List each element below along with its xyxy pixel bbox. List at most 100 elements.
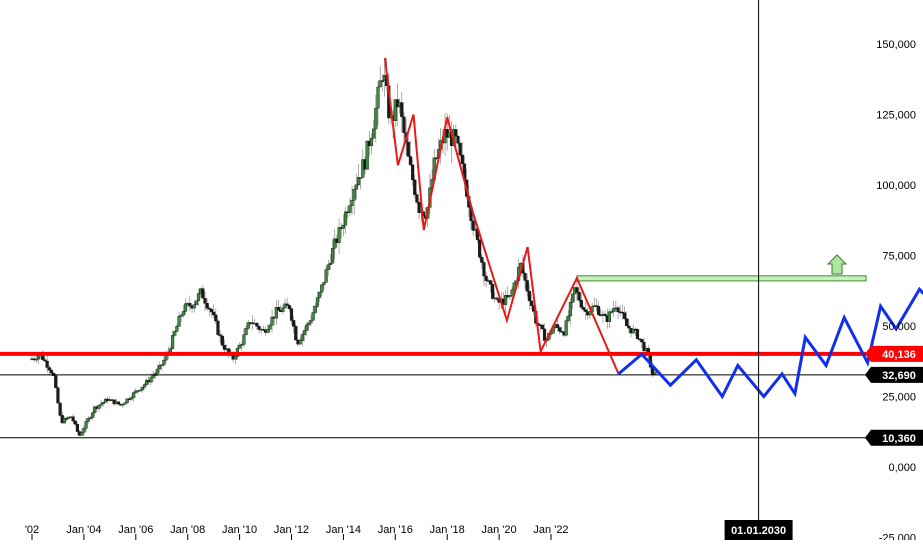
x-tick-label: Jan '14 [326,524,361,536]
candle-body [344,212,347,225]
candle-body [277,307,280,310]
candle-body [256,323,259,326]
candle-body [338,227,341,242]
candle-body [625,319,628,326]
candle-body [524,273,527,280]
candle-body [286,304,289,306]
x-tick-label: Jan '22 [533,524,568,536]
candle-body [171,335,174,348]
candle-body [565,321,568,336]
candle-body [303,330,306,334]
candle-body [169,349,172,352]
candle-body [496,298,499,299]
candle-body [150,378,153,382]
candle-body [184,304,187,312]
candle-body [653,372,656,374]
price-badge-label: 10,360 [882,433,916,445]
candle-body [342,225,345,228]
resistance-zone-layer [577,276,866,281]
candle-body [409,156,412,164]
y-tick-label: 0,000 [888,462,916,474]
candle-body [312,313,315,321]
candle-body [72,417,75,421]
candle-body [411,165,414,180]
candle-body [623,313,626,319]
price-badge-label: 32,690 [882,370,916,382]
candle-body [204,298,207,303]
y-tick-label: 150,000 [876,39,916,51]
candle-body [175,326,178,331]
candle-body [528,291,531,301]
candle-body [558,328,561,332]
candle-body [636,329,639,338]
candle-body [91,413,94,418]
candle-body [173,331,176,335]
candle-body [266,329,269,332]
candle-body [374,108,377,129]
candle-body [578,292,581,300]
candle-body [485,276,488,281]
candle-body [327,265,330,270]
candle-body [214,315,217,321]
candle-body [290,309,293,321]
candle-body [318,292,321,297]
x-tick-label: '02 [25,524,39,536]
candle-body [141,387,144,390]
candle-body [130,398,133,399]
candle-body [219,335,222,336]
y-tick-label: 100,000 [876,180,916,192]
candle-body [461,155,464,164]
candle-body [348,206,351,213]
candle-body [413,180,416,195]
candle-body [234,357,237,360]
y-tick-label: 125,000 [876,110,916,122]
candle-body [541,325,544,329]
y-tick-label: -25,000 [879,533,916,541]
candle-body [102,402,105,403]
candle-body [305,325,308,331]
candle-body [195,301,198,305]
candle-body [301,335,304,341]
candle-body [212,312,215,315]
candle-body [87,418,90,421]
candle-body [100,404,103,405]
price-badge-label: 40,136 [882,349,916,361]
candle-body [454,129,457,136]
x-tick-label: Jan '12 [274,524,309,536]
x-tick-label: Jan '06 [118,524,153,536]
candle-body [48,367,51,370]
candle-body [163,360,166,365]
candle-body [480,257,483,262]
x-tick-label: Jan '18 [430,524,465,536]
candle-body [567,316,570,321]
candle-body [329,263,332,265]
candle-body [37,356,40,359]
candle-body [377,87,380,108]
resistance-zone [577,276,866,281]
candle-body [556,324,559,327]
candle-body [400,103,403,117]
x-tick-label: Jan '16 [378,524,413,536]
candle-body [351,200,354,205]
x-tick-label: Jan '20 [482,524,517,536]
x-tick-label: Jan '08 [170,524,205,536]
candle-body [576,287,579,292]
candle-body [582,307,585,309]
candle-body [182,311,185,315]
candle-body [217,321,220,335]
candle-body [509,295,512,297]
candle-body [57,388,60,403]
candle-body [132,393,135,398]
x-tick-label: Jan '10 [222,524,257,536]
candle-body [407,142,410,156]
candle-body [83,428,86,432]
candle-body [355,185,358,189]
candle-body [370,138,373,146]
candle-body [323,282,326,284]
candle-body [188,303,191,306]
crosshair-date-label: 01.01.2030 [731,525,786,537]
candle-body [640,339,643,342]
candle-body [178,316,181,326]
